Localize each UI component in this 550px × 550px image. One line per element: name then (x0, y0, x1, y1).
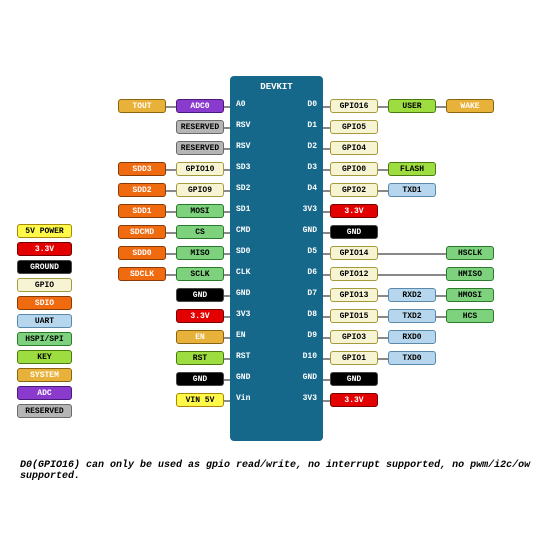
chip-pin-right: D6 (287, 268, 317, 277)
chip-pin-right: D2 (287, 142, 317, 151)
pin-label: GPIO9 (176, 183, 224, 197)
chip-pin-left: SD1 (236, 205, 266, 214)
pin-label: GPIO5 (330, 120, 378, 134)
chip-pin-left: RSV (236, 121, 266, 130)
footnote: D0(GPIO16) can only be used as gpio read… (20, 460, 550, 482)
pin-label: MOSI (176, 204, 224, 218)
pin-label: USER (388, 99, 436, 113)
pin-label: RXD0 (388, 330, 436, 344)
pin-label: 3.3V (17, 242, 72, 256)
chip-pin-left: CMD (236, 226, 266, 235)
pin-label: KEY (17, 350, 72, 364)
chip-pin-right: D9 (287, 331, 317, 340)
pin-label: 3.3V (330, 204, 378, 218)
pin-label: 5V POWER (17, 224, 72, 238)
pin-label: VIN 5V (176, 393, 224, 407)
chip-pin-right: D0 (287, 100, 317, 109)
pin-label: TOUT (118, 99, 166, 113)
pin-label: TXD2 (388, 309, 436, 323)
pin-label: HSPI/SPI (17, 332, 72, 346)
pinout-diagram: DEVKIT A0 D0 ADC0 TOUT GPIO16 USER WAKE RSV D1 RES… (0, 0, 550, 550)
chip-pin-left: CLK (236, 268, 266, 277)
pin-label: UART (17, 314, 72, 328)
pin-label: GPIO2 (330, 183, 378, 197)
chip-pin-left: A0 (236, 100, 266, 109)
chip-pin-left: GND (236, 373, 266, 382)
pin-label: SDD1 (118, 204, 166, 218)
pin-label: WAKE (446, 99, 494, 113)
pin-label: RESERVED (17, 404, 72, 418)
pin-label: EN (176, 330, 224, 344)
pin-label: RST (176, 351, 224, 365)
pin-label: GND (330, 225, 378, 239)
pin-label: CS (176, 225, 224, 239)
chip-pin-right: GND (287, 226, 317, 235)
pin-label: RXD2 (388, 288, 436, 302)
chip-pin-right: 3V3 (287, 394, 317, 403)
chip-pin-right: D7 (287, 289, 317, 298)
pin-label: HCS (446, 309, 494, 323)
pin-label: GPIO4 (330, 141, 378, 155)
pin-label: GPIO0 (330, 162, 378, 176)
pin-label: GPIO3 (330, 330, 378, 344)
chip-pin-left: SD3 (236, 163, 266, 172)
pin-label: HMOSI (446, 288, 494, 302)
pin-label: TXD1 (388, 183, 436, 197)
pin-label: GPIO13 (330, 288, 378, 302)
chip-pin-left: GND (236, 289, 266, 298)
pin-label: GROUND (17, 260, 72, 274)
pin-label: GPIO (17, 278, 72, 292)
pin-label: GPIO14 (330, 246, 378, 260)
pin-label: SDCLK (118, 267, 166, 281)
pin-label: RESERVED (176, 120, 224, 134)
chip-pin-left: SD0 (236, 247, 266, 256)
pin-label: GND (330, 372, 378, 386)
pin-label: SYSTEM (17, 368, 72, 382)
chip-title: DEVKIT (230, 82, 323, 92)
pin-label: SDD3 (118, 162, 166, 176)
pin-label: GPIO1 (330, 351, 378, 365)
chip-pin-left: RST (236, 352, 266, 361)
chip-pin-right: 3V3 (287, 205, 317, 214)
chip-pin-left: 3V3 (236, 310, 266, 319)
chip-pin-right: GND (287, 373, 317, 382)
pin-label: 3.3V (330, 393, 378, 407)
pin-label: SDD0 (118, 246, 166, 260)
chip-pin-right: D3 (287, 163, 317, 172)
pin-label: SDIO (17, 296, 72, 310)
chip-pin-right: D10 (287, 352, 317, 361)
chip-pin-right: D1 (287, 121, 317, 130)
pin-label: SCLK (176, 267, 224, 281)
pin-label: GND (176, 372, 224, 386)
chip-pin-right: D8 (287, 310, 317, 319)
pin-label: RESERVED (176, 141, 224, 155)
pin-label: GPIO15 (330, 309, 378, 323)
pin-label: GND (176, 288, 224, 302)
pin-label: TXD0 (388, 351, 436, 365)
pin-label: SDCMD (118, 225, 166, 239)
pin-label: GPIO12 (330, 267, 378, 281)
pin-label: GPIO16 (330, 99, 378, 113)
pin-label: HMISO (446, 267, 494, 281)
chip-pin-left: EN (236, 331, 266, 340)
chip-pin-right: D5 (287, 247, 317, 256)
pin-label: GPIO10 (176, 162, 224, 176)
pin-label: FLASH (388, 162, 436, 176)
chip-pin-right: D4 (287, 184, 317, 193)
pin-label: 3.3V (176, 309, 224, 323)
pin-label: ADC (17, 386, 72, 400)
chip-pin-left: RSV (236, 142, 266, 151)
chip-pin-left: SD2 (236, 184, 266, 193)
pin-label: SDD2 (118, 183, 166, 197)
pin-label: ADC0 (176, 99, 224, 113)
pin-label: MISO (176, 246, 224, 260)
pin-label: HSCLK (446, 246, 494, 260)
chip-pin-left: Vin (236, 394, 266, 403)
